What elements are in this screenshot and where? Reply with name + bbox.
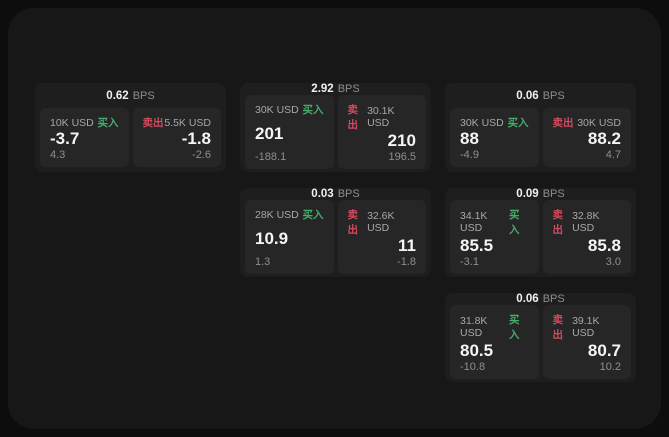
sell-amount: 5.5K USD <box>164 116 211 129</box>
quote-card-2: 2.92 BPS 30K USD 买入 201 -188.1 卖出 30.1K … <box>240 83 431 172</box>
spread-header: 0.06 BPS <box>445 293 636 305</box>
sell-delta: -1.8 <box>397 255 416 268</box>
sell-label: 卖出 <box>347 104 359 131</box>
spread-unit: BPS <box>542 188 565 200</box>
sell-price: -1.8 <box>181 129 211 149</box>
buy-price: 201 <box>255 123 284 143</box>
sell-delta: 196.5 <box>388 150 416 163</box>
sell-label: 卖出 <box>142 117 164 129</box>
sell-delta: 3.0 <box>605 255 621 268</box>
spread-value: 2.92 <box>311 83 334 95</box>
sell-panel[interactable]: 卖出 32.6K USD 11 -1.8 <box>337 200 426 274</box>
sell-amount: 32.8K USD <box>572 210 600 234</box>
buy-delta: -188.1 <box>255 150 287 163</box>
buy-delta: -10.8 <box>460 360 486 373</box>
buy-label: 买入 <box>97 117 119 129</box>
buy-panel[interactable]: 30K USD 买入 201 -188.1 <box>245 95 334 169</box>
sell-price: 210 <box>387 131 416 150</box>
buy-label: 买入 <box>508 209 520 236</box>
sell-label: 卖出 <box>552 117 574 129</box>
buy-label: 买入 <box>508 314 520 341</box>
buy-panel[interactable]: 31.8K USD 买入 80.5 -10.8 <box>450 305 539 379</box>
spread-value: 0.06 <box>516 89 539 102</box>
buy-amount: 30K USD <box>460 116 504 129</box>
sell-panel[interactable]: 卖出 30.1K USD 210 196.5 <box>337 95 426 169</box>
buy-price: 85.5 <box>460 236 494 255</box>
spread-unit: BPS <box>542 293 565 305</box>
spread-header: 0.03 BPS <box>240 188 431 200</box>
buy-amount: 30K USD <box>255 103 299 116</box>
spread-value: 0.06 <box>516 293 539 305</box>
buy-price: 80.5 <box>460 341 494 360</box>
buy-delta: 1.3 <box>255 255 271 268</box>
sell-amount: 30.1K USD <box>367 105 395 129</box>
spread-value: 0.03 <box>311 188 334 200</box>
quote-card-5: 0.09 BPS 34.1K USD 买入 85.5 -3.1 卖出 32.8K… <box>445 188 636 277</box>
sell-panel[interactable]: 卖出 5.5K USD -1.8 -2.6 <box>132 108 221 167</box>
sell-panel[interactable]: 卖出 30K USD 88.2 4.7 <box>542 108 631 167</box>
spread-header: 0.06 BPS <box>445 83 636 108</box>
quote-cards-grid: 0.62 BPS 10K USD 买入 -3.7 4.3 卖出 5.5K USD <box>35 83 636 382</box>
sell-amount: 30K USD <box>577 116 621 129</box>
buy-amount: 31.8K USD <box>460 315 488 339</box>
sell-panel[interactable]: 卖出 39.1K USD 80.7 10.2 <box>542 305 631 379</box>
spread-header: 0.62 BPS <box>35 83 226 108</box>
quote-card-3: 0.06 BPS 30K USD 买入 88 -4.9 卖出 30K USD <box>445 83 636 172</box>
buy-price: 88 <box>460 129 479 149</box>
quote-card-4: 0.03 BPS 28K USD 买入 10.9 1.3 卖出 32.6K US… <box>240 188 431 277</box>
spread-value: 0.09 <box>516 188 539 200</box>
buy-label: 买入 <box>302 209 324 221</box>
sell-price: 11 <box>398 236 416 255</box>
buy-amount: 28K USD <box>255 208 299 221</box>
buy-label: 买入 <box>302 104 324 116</box>
spread-header: 0.09 BPS <box>445 188 636 200</box>
sell-delta: 4.7 <box>605 149 621 161</box>
sell-price: 85.8 <box>587 236 621 255</box>
sell-price: 80.7 <box>587 341 621 360</box>
sell-price: 88.2 <box>587 129 621 149</box>
sell-delta: -2.6 <box>192 149 211 161</box>
buy-panel[interactable]: 10K USD 买入 -3.7 4.3 <box>40 108 129 167</box>
buy-panel[interactable]: 34.1K USD 买入 85.5 -3.1 <box>450 200 539 274</box>
sell-amount: 32.6K USD <box>367 210 395 234</box>
buy-price: 10.9 <box>255 228 289 248</box>
spread-unit: BPS <box>542 89 565 102</box>
sell-label: 卖出 <box>552 209 564 236</box>
quote-card-6: 0.06 BPS 31.8K USD 买入 80.5 -10.8 卖出 39.1… <box>445 293 636 382</box>
sell-label: 卖出 <box>347 209 359 236</box>
spread-header: 2.92 BPS <box>240 83 431 95</box>
buy-amount: 10K USD <box>50 116 94 129</box>
buy-delta: -4.9 <box>460 149 479 161</box>
sell-label: 卖出 <box>552 314 564 341</box>
spread-value: 0.62 <box>106 89 129 102</box>
buy-price: -3.7 <box>50 129 80 149</box>
buy-delta: -3.1 <box>460 255 479 268</box>
spread-unit: BPS <box>337 83 360 95</box>
buy-label: 买入 <box>507 117 529 129</box>
quote-card-1: 0.62 BPS 10K USD 买入 -3.7 4.3 卖出 5.5K USD <box>35 83 226 172</box>
spread-unit: BPS <box>337 188 360 200</box>
spread-unit: BPS <box>132 89 155 102</box>
quotes-panel: 0.62 BPS 10K USD 买入 -3.7 4.3 卖出 5.5K USD <box>8 8 661 429</box>
sell-panel[interactable]: 卖出 32.8K USD 85.8 3.0 <box>542 200 631 274</box>
buy-panel[interactable]: 28K USD 买入 10.9 1.3 <box>245 200 334 274</box>
buy-delta: 4.3 <box>50 149 66 161</box>
sell-delta: 10.2 <box>599 360 621 373</box>
sell-amount: 39.1K USD <box>572 315 600 339</box>
buy-panel[interactable]: 30K USD 买入 88 -4.9 <box>450 108 539 167</box>
buy-amount: 34.1K USD <box>460 210 488 234</box>
